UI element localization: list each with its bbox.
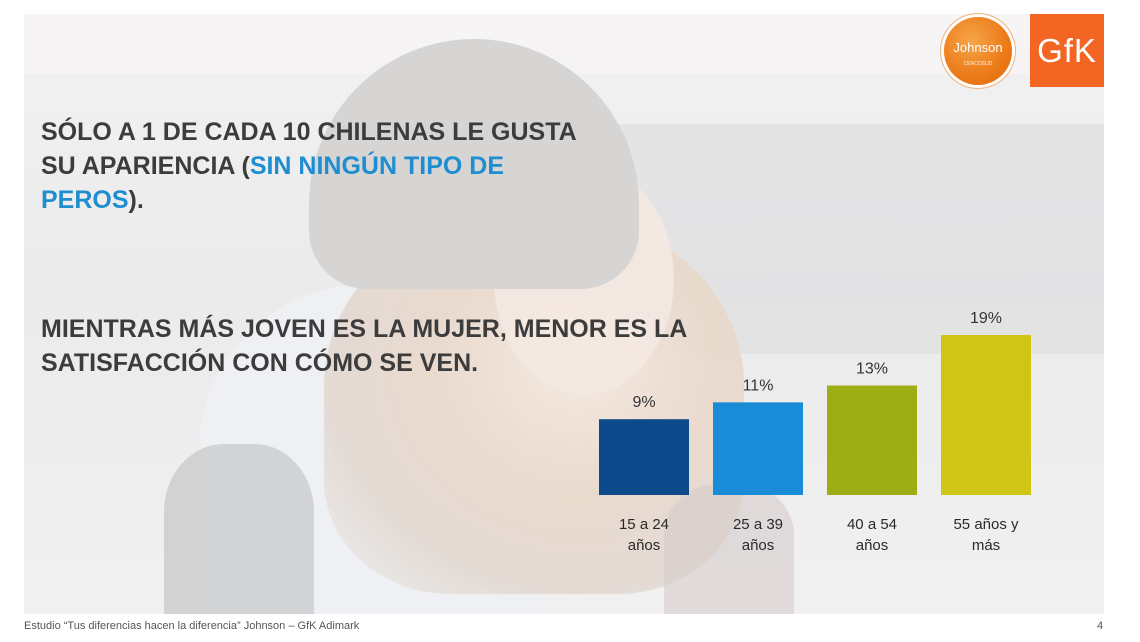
headline-primary-end: ). [128,186,144,214]
johnson-logo-wordmark: Johnson [953,40,1003,55]
gfk-logo: GfK [1030,14,1104,87]
johnson-logo: Johnson CENCOSUD [944,17,1012,85]
category-label-4-line-1: 55 años y [953,516,1019,533]
footer-source: Estudio “Tus diferencias hacen la difere… [24,620,360,632]
bar-1 [599,419,689,495]
bar-value-label-2: 11% [743,377,774,394]
bar-3 [827,385,917,495]
category-label-1-line-1: 15 a 24 [619,516,669,533]
category-label-2-line-2: años [742,537,775,554]
background-photo [24,14,1104,614]
headline-primary-text: SÓLO A 1 DE CADA 10 CHILENAS LE GUSTA SU… [41,118,576,180]
bar-value-label-1: 9% [632,394,655,411]
bar-2 [713,402,803,495]
bar-4 [941,335,1031,495]
category-label-2-line-1: 25 a 39 [733,516,783,533]
category-label-1-line-2: años [628,537,661,554]
headline-highlight: SIN NINGÚN TIPO DE PEROS [41,152,504,214]
bar-value-label-4: 19% [970,310,1002,327]
headline-primary: SÓLO A 1 DE CADA 10 CHILENAS LE GUSTA SU… [41,115,601,217]
page-number: 4 [1097,620,1104,632]
category-label-4-line-2: más [972,537,1000,554]
category-label-3-line-1: 40 a 54 [847,516,897,533]
headline-secondary: MIENTRAS MÁS JOVEN ES LA MUJER, MENOR ES… [41,315,687,377]
johnson-logo-tagline: CENCOSUD [963,61,993,67]
bar-value-label-3: 13% [856,361,888,378]
category-label-3-line-2: años [856,537,889,554]
